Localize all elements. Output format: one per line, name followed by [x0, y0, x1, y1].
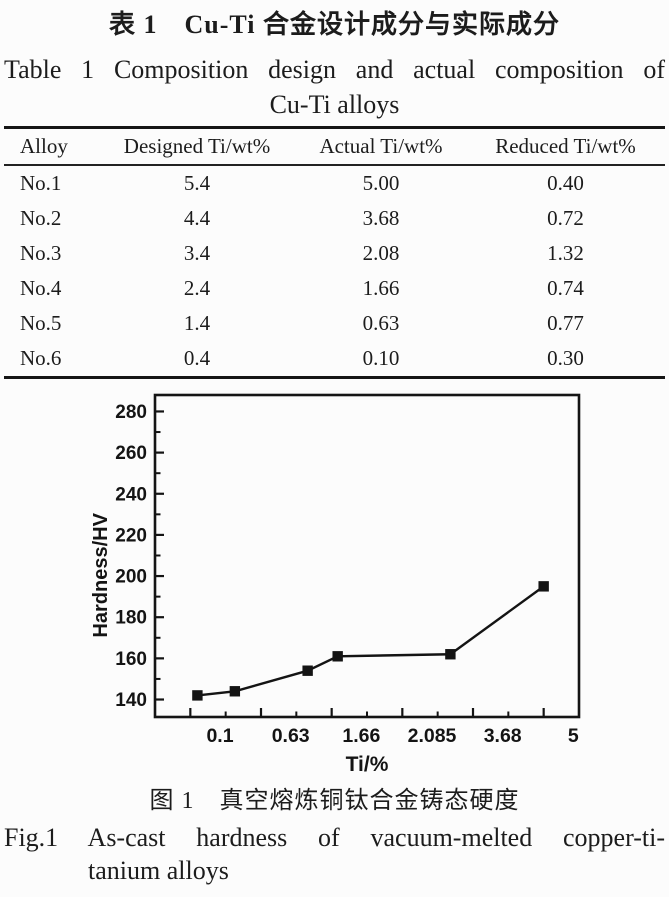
reduced-ti-cell: 1.32: [547, 241, 584, 265]
designed-ti-cell: 0.4: [183, 346, 211, 370]
x-axis-tick-label: 0.1: [206, 725, 233, 747]
alloy-cell: No.1: [20, 171, 62, 195]
designed-ti-cell: 1.4: [183, 311, 211, 335]
table-title-cn: 表 1 Cu-Ti 合金设计成分与实际成分: [109, 10, 560, 39]
actual-ti-cell: 0.63: [362, 311, 400, 335]
alloy-cell: No.6: [20, 346, 62, 370]
hardness-figure: 140 160 180 200 220 240 260 280 0.1 0.63 1.66 2.085…: [89, 389, 609, 781]
table-row: No.2 4.4 3.68 0.72: [4, 201, 665, 236]
data-point-marker: [302, 665, 313, 676]
y-axis-tick-label: 240: [115, 484, 147, 505]
table-title-en-line1: Table 1 Composition design and actual co…: [4, 55, 665, 84]
reduced-ti-cell: 0.72: [547, 206, 584, 230]
y-axis-tick-label: 140: [115, 690, 147, 711]
y-axis-tick-label: 260: [115, 443, 147, 464]
table-row: No.1 5.4 5.00 0.40: [4, 166, 665, 201]
alloy-cell: No.3: [20, 241, 62, 265]
x-axis-tick-label: 1.66: [342, 725, 380, 747]
y-axis-tick-label: 200: [115, 567, 147, 588]
actual-ti-cell: 2.08: [362, 241, 400, 265]
figure-caption-cn: 图 1 真空熔炼铜钛合金铸态硬度: [149, 788, 520, 814]
composition-table: Alloy Designed Ti/wt% Actual Ti/wt% Redu…: [4, 126, 665, 379]
x-axis-title: Ti/%: [346, 753, 389, 776]
y-axis-title: Hardness/HV: [90, 512, 112, 637]
reduced-ti-cell: 0.30: [547, 346, 584, 370]
y-axis-tick-label: 160: [115, 649, 147, 670]
actual-ti-cell: 3.68: [362, 206, 400, 230]
x-axis-tick-label: 5: [568, 725, 579, 747]
column-header-alloy: Alloy: [20, 134, 68, 158]
hardness-line-series: [197, 585, 545, 697]
reduced-ti-cell: 0.40: [547, 171, 584, 195]
data-point-marker: [229, 686, 241, 697]
table-row: No.4 2.4 1.66 0.74: [4, 271, 665, 306]
column-header-designed-ti: Designed Ti/wt%: [123, 134, 271, 158]
actual-ti-cell: 1.66: [362, 276, 400, 300]
alloy-cell: No.4: [20, 276, 62, 300]
reduced-ti-cell: 0.74: [547, 276, 584, 300]
y-axis-tick-label: 280: [115, 402, 147, 423]
data-point-marker: [538, 581, 549, 592]
table-row: No.6 0.4 0.10 0.30: [4, 341, 665, 376]
data-point-marker: [445, 649, 456, 660]
data-point-marker: [192, 690, 203, 701]
actual-ti-cell: 5.00: [362, 171, 400, 195]
designed-ti-cell: 3.4: [183, 241, 211, 265]
figure-caption-en-line2: tanium alloys: [88, 856, 229, 885]
figure-caption-en-line1: Fig.1 As-cast hardness of vacuum-melted …: [4, 823, 665, 852]
designed-ti-cell: 2.4: [183, 276, 211, 300]
table-header-row: Alloy Designed Ti/wt% Actual Ti/wt% Redu…: [4, 129, 665, 166]
designed-ti-cell: 5.4: [183, 171, 211, 195]
actual-ti-cell: 0.10: [362, 346, 400, 370]
hardness-chart: 140 160 180 200 220 240 260 280 0.1 0.63 1.66 2.085…: [90, 393, 581, 776]
alloy-cell: No.5: [20, 311, 62, 335]
column-header-reduced-ti: Reduced Ti/wt%: [495, 134, 636, 158]
table-row: No.3 3.4 2.08 1.32: [4, 236, 665, 271]
paper-page: 表 1 Cu-Ti 合金设计成分与实际成分 Table 1 Compositio…: [0, 6, 669, 887]
alloy-cell: No.2: [20, 206, 62, 230]
column-header-actual-ti: Actual Ti/wt%: [319, 134, 443, 158]
x-axis-tick-label: 2.085: [408, 725, 457, 747]
reduced-ti-cell: 0.77: [547, 311, 584, 335]
x-axis-tick-label: 0.63: [272, 725, 310, 747]
table-body: No.1 5.4 5.00 0.40 No.2 4.4 3.68 0.72 No.3 3.4 2.0…: [4, 166, 665, 376]
y-axis-tick-label: 220: [115, 525, 147, 546]
data-point-marker: [332, 651, 343, 662]
table-row: No.5 1.4 0.63 0.77: [4, 306, 665, 341]
plot-frame: [153, 393, 581, 719]
table-title-en-line2: Cu-Ti alloys: [269, 90, 400, 119]
x-axis-tick-label: 3.68: [484, 725, 522, 747]
y-axis-tick-label: 180: [115, 608, 147, 629]
designed-ti-cell: 4.4: [183, 206, 211, 230]
